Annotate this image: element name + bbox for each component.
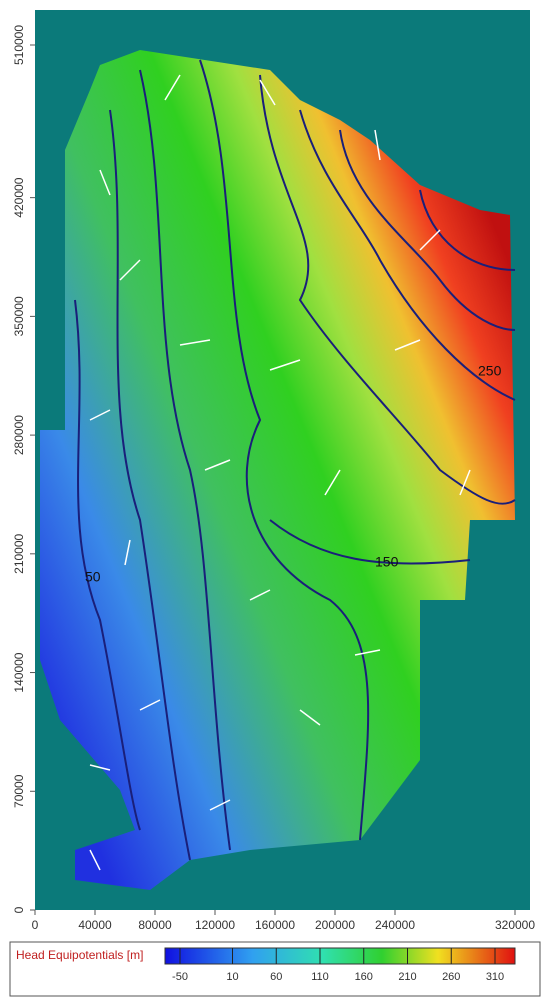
y-tick-label: 420000: [12, 177, 26, 217]
legend-label: 110: [311, 971, 329, 983]
legend-label: -50: [172, 971, 188, 983]
x-tick-label: 240000: [375, 918, 415, 932]
x-tick-label: 80000: [138, 918, 172, 932]
y-tick-label: 280000: [12, 415, 26, 455]
legend-title: Head Equipotentials [m]: [16, 948, 143, 962]
x-tick-label: 320000: [495, 918, 535, 932]
x-tick-label: 120000: [195, 918, 235, 932]
legend-label: 260: [442, 971, 460, 983]
contours: [74, 59, 516, 861]
aquifer-area: [40, 50, 515, 890]
y-tick-label: 510000: [12, 25, 26, 65]
contour-label: 50: [85, 569, 101, 585]
legend-labels: -50 10 60 110 160 210 260 310: [172, 948, 504, 983]
axes: 0 40000 80000 120000 160000 200000 240000 32000…: [12, 25, 535, 933]
legend-colorbar: [164, 947, 516, 965]
y-tick-label: 350000: [12, 296, 26, 336]
contour-label: 250: [478, 363, 502, 379]
y-tick-label: 70000: [12, 774, 26, 808]
legend-label: 160: [355, 971, 373, 983]
x-tick-label: 200000: [315, 918, 355, 932]
legend-label: 10: [226, 971, 238, 983]
flow-arrows: [89, 74, 471, 871]
legend-label: 210: [398, 971, 416, 983]
y-tick-label: 210000: [12, 533, 26, 573]
contour-label: 150: [375, 554, 399, 570]
x-tick-label: 40000: [78, 918, 112, 932]
x-tick-label: 160000: [255, 918, 295, 932]
y-tick-label: 0: [12, 906, 26, 913]
y-tick-label: 140000: [12, 652, 26, 692]
x-tick-label: 0: [32, 918, 39, 932]
legend-label: 310: [486, 971, 504, 983]
legend-label: 60: [270, 971, 282, 983]
